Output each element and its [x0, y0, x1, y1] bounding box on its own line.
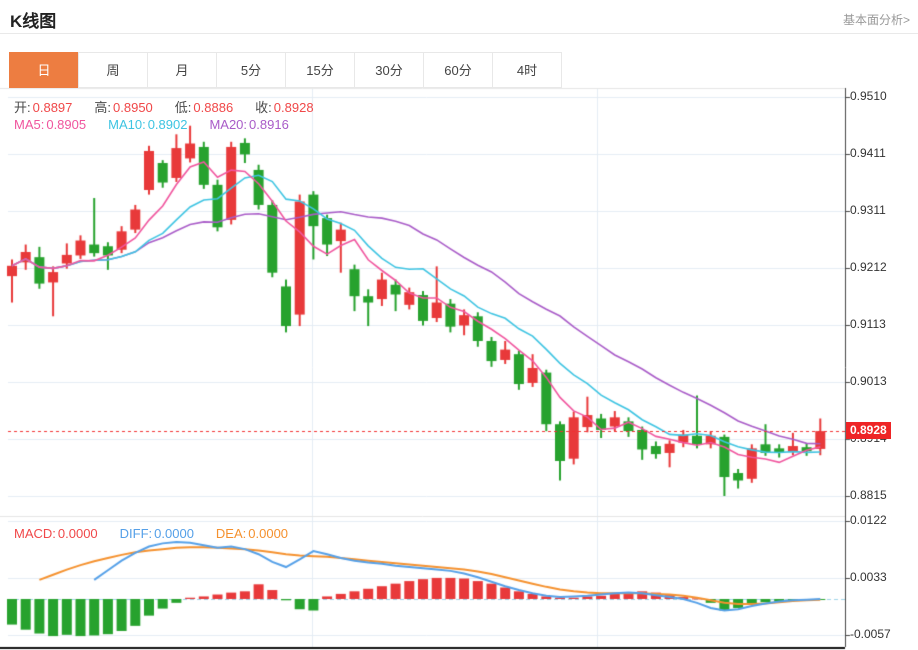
last-price-tag: 0.8928: [846, 422, 891, 440]
tab-monthly[interactable]: 月: [147, 52, 217, 88]
period-tabbar: 日周月 5分 15分 30分 60分 4时: [9, 52, 562, 88]
legend-item: DIFF: 0.0000: [119, 526, 194, 541]
legend-item: DEA: 0.0000: [215, 526, 289, 541]
tab-5min[interactable]: 5分: [216, 52, 286, 88]
page-title: K线图: [10, 12, 57, 31]
ohlc-legend: 开: 0.8897 高: 0.8950 低: 0.8886 收: 0.8928: [14, 97, 336, 116]
tab-15min[interactable]: 15分: [285, 52, 355, 88]
y-axis-label: 0.9013: [850, 374, 887, 389]
macd-axis-label: 0.0122: [850, 513, 887, 527]
y-axis-label: 0.9113: [850, 316, 886, 331]
legend-item: MA20: 0.8916: [209, 117, 289, 132]
legend-item: MA10: 0.8902: [108, 117, 188, 132]
legend-item: 高: 0.8950: [94, 100, 153, 115]
tab-60min[interactable]: 60分: [423, 52, 493, 88]
tab-4hour[interactable]: 4时: [492, 52, 562, 88]
page-header: K线图 基本面分析>: [0, 0, 918, 34]
legend-item: 开: 0.8897: [14, 100, 73, 115]
tab-30min[interactable]: 30分: [354, 52, 424, 88]
y-axis-label: 0.8815: [850, 488, 887, 502]
tab-weekly[interactable]: 周: [78, 52, 148, 88]
y-axis-label: 0.9212: [850, 260, 887, 275]
tab-daily[interactable]: 日: [9, 52, 79, 88]
macd-axis-label: 0.0033: [850, 569, 887, 584]
ma-legend: MA5: 0.8905 MA10: 0.8902 MA20: 0.8916: [14, 117, 311, 132]
legend-item: MACD: 0.0000: [14, 526, 98, 541]
legend-item: MA5: 0.8905: [14, 117, 87, 132]
legend-item: 收: 0.8928: [255, 100, 314, 115]
y-axis-label: 0.9510: [850, 89, 887, 103]
legend-item: 低: 0.8886: [174, 100, 234, 115]
macd-axis-label: -0.0057: [850, 627, 891, 642]
header-divider: [0, 33, 918, 34]
macd-legend: MACD: 0.0000 DIFF: 0.0000 DEA: 0.0000: [14, 526, 310, 541]
fundamental-analysis-link[interactable]: 基本面分析>: [842, 13, 910, 27]
y-axis-label: 0.9311: [850, 203, 886, 218]
y-axis-label: 0.9411: [850, 145, 886, 160]
